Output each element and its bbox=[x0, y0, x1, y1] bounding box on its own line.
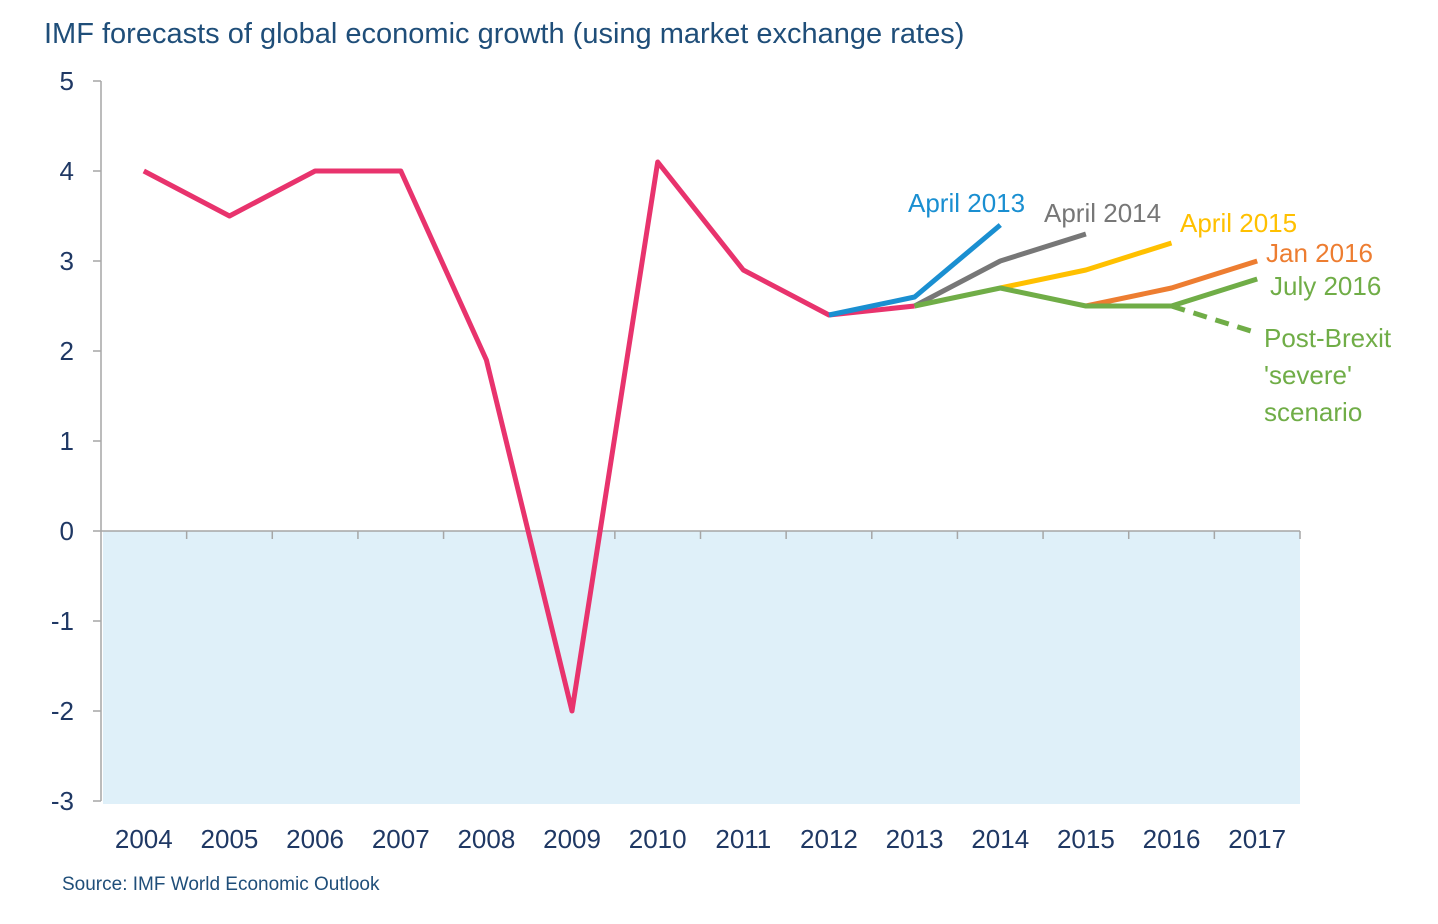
y-tick-label: 3 bbox=[60, 246, 74, 276]
x-tick-label: 2006 bbox=[286, 824, 344, 854]
series-line-post-brexit-severe-scenario bbox=[1170, 303, 1258, 336]
series-label: 'severe' bbox=[1264, 360, 1352, 390]
y-tick-label: 0 bbox=[60, 516, 74, 546]
series-line-july-2016 bbox=[914, 276, 1258, 309]
series-line-april-2014 bbox=[913, 231, 1087, 309]
x-tick-label: 2009 bbox=[543, 824, 601, 854]
x-tick-label: 2004 bbox=[115, 824, 173, 854]
series-line-april-2015 bbox=[999, 240, 1173, 291]
x-tick-label: 2012 bbox=[800, 824, 858, 854]
x-tick-label: 2008 bbox=[457, 824, 515, 854]
x-tick-label: 2013 bbox=[886, 824, 944, 854]
x-tick-label: 2017 bbox=[1228, 824, 1286, 854]
x-tick-label: 2007 bbox=[372, 824, 430, 854]
x-tick-label: 2016 bbox=[1143, 824, 1201, 854]
y-tick-label: 1 bbox=[60, 426, 74, 456]
negative-region bbox=[103, 531, 1300, 804]
x-tick-label: 2014 bbox=[971, 824, 1029, 854]
series-label: April 2013 bbox=[908, 188, 1025, 218]
x-tick-label: 2015 bbox=[1057, 824, 1115, 854]
series-line-jan-2016 bbox=[1085, 258, 1258, 309]
y-tick-label: -3 bbox=[51, 786, 74, 816]
y-tick-label: 2 bbox=[60, 336, 74, 366]
x-tick-label: 2010 bbox=[629, 824, 687, 854]
series-label: July 2016 bbox=[1270, 271, 1381, 301]
chart-title: IMF forecasts of global economic growth … bbox=[44, 18, 965, 50]
series-line-actual bbox=[142, 159, 915, 714]
series-label: Jan 2016 bbox=[1266, 238, 1373, 268]
series-label: April 2015 bbox=[1180, 208, 1297, 238]
x-tick-label: 2011 bbox=[715, 824, 771, 854]
chart-source: Source: IMF World Economic Outlook bbox=[62, 874, 380, 895]
x-tick-label: 2005 bbox=[201, 824, 259, 854]
y-tick-label: -2 bbox=[51, 696, 74, 726]
y-tick-label: 4 bbox=[60, 156, 74, 186]
series-label: Post-Brexit bbox=[1264, 323, 1392, 353]
y-tick-label: -1 bbox=[51, 606, 74, 636]
series-line-april-2013 bbox=[828, 223, 1002, 318]
series-label: April 2014 bbox=[1044, 198, 1161, 228]
y-tick-label: 5 bbox=[60, 66, 74, 96]
series-label: scenario bbox=[1264, 397, 1362, 427]
